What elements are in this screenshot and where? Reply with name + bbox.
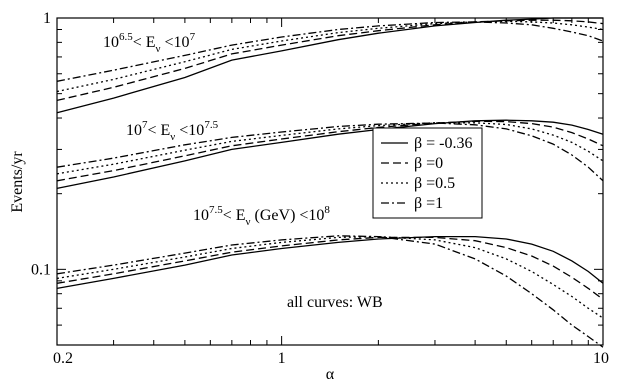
series-line-group2-beta-0	[56, 120, 604, 182]
x-tick-label: 0.2	[53, 350, 73, 367]
x-axis-label: α	[326, 366, 335, 383]
series-line-group2-beta-1	[56, 122, 604, 182]
y-axis-label: Events/yr	[9, 151, 26, 213]
series-line-group3-beta-1	[56, 235, 604, 348]
series-line-group1-beta-0	[56, 19, 604, 102]
legend-label: β =0.5	[414, 175, 455, 192]
y-tick-label: 1	[43, 10, 51, 27]
curves	[56, 17, 604, 348]
legend-label: β =0	[414, 155, 443, 172]
energy-range-label: 106.5< Eν <107	[103, 31, 196, 55]
energy-range-label: 107< Eν <107.5	[126, 119, 219, 143]
plot-frame	[56, 17, 604, 346]
series-line-group1-beta--0.36	[56, 17, 603, 114]
legend-label: β =1	[414, 195, 443, 212]
energy-range-label: 107.5< Eν (GeV) <108	[193, 204, 330, 228]
series-line-group1-beta-0.5	[56, 20, 604, 93]
tick-labels: 0.2 1 10 0.1 1	[31, 10, 609, 367]
ticks	[56, 17, 604, 346]
x-tick-label: 1	[278, 350, 286, 367]
group-labels: 106.5< Eν <107 107< Eν <107.5 107.5< Eν (G…	[103, 31, 330, 228]
series-line-group1-beta-1	[56, 21, 604, 82]
legend: β = -0.36 β =0 β =0.5 β =1	[372, 127, 483, 219]
series-line-group2-beta--0.36	[56, 119, 604, 190]
legend-label: β = -0.36	[414, 135, 473, 152]
series-line-group2-beta-0.5	[56, 122, 604, 175]
series-line-group3-beta--0.36	[56, 235, 604, 290]
y-tick-label: 0.1	[31, 261, 51, 278]
series-line-group3-beta-0.5	[56, 235, 604, 319]
series-line-group3-beta-0	[56, 236, 604, 300]
annotation: all curves: WB	[287, 294, 383, 311]
x-tick-label: 10	[593, 350, 609, 367]
